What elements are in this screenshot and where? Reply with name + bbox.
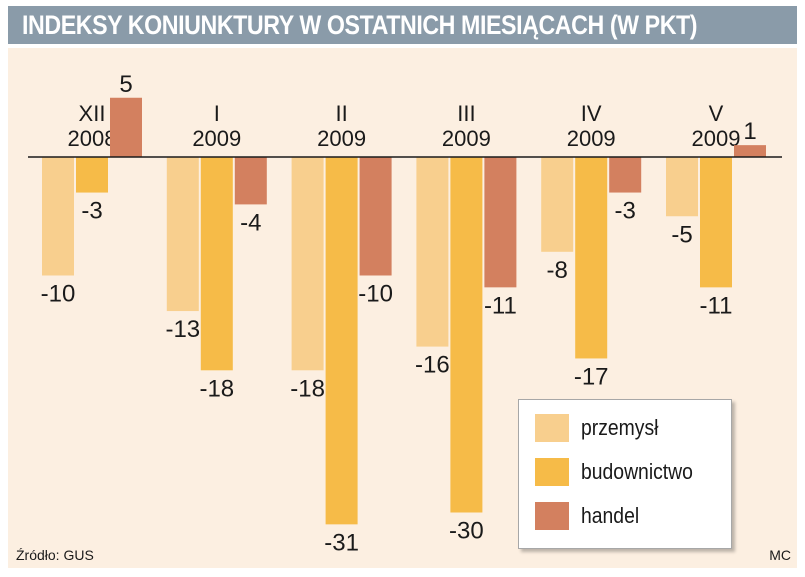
data-label-budownictwo-5: -11	[700, 292, 733, 319]
bar-przemysl-1	[166, 157, 199, 312]
tick-label-month-0: XII	[79, 101, 106, 126]
data-label-handel-0: 5	[119, 71, 132, 98]
data-label-przemysl-5: -5	[671, 221, 692, 248]
tick-label-year-4: 2009	[567, 126, 616, 151]
bar-przemysl-5	[666, 157, 698, 217]
bar-budownictwo-5	[700, 157, 732, 288]
chart-title: INDEKSY KONIUNKTURY W OSTATNICH MIESIĄCA…	[22, 10, 698, 40]
data-label-budownictwo-0: -3	[81, 198, 102, 225]
source-note: Źródło: GUS	[16, 547, 94, 563]
tick-label-month-1: I	[214, 101, 220, 126]
bar-handel-0	[110, 97, 142, 157]
author-credit: MC	[769, 547, 791, 563]
data-label-przemysl-0: -10	[41, 281, 76, 308]
bar-przemysl-4	[541, 157, 574, 252]
legend-label-budownictwo: budownictwo	[581, 459, 693, 484]
title-bar: INDEKSY KONIUNKTURY W OSTATNICH MIESIĄCA…	[8, 6, 797, 44]
legend-swatch-przemysl	[535, 414, 569, 442]
data-label-handel-2: -10	[358, 281, 393, 308]
bar-handel-3	[484, 157, 517, 288]
legend-item-budownictwo: budownictwo	[535, 457, 708, 487]
legend-swatch-handel	[535, 502, 569, 530]
bar-budownictwo-0	[76, 157, 108, 193]
data-label-handel-1: -4	[240, 209, 261, 236]
bar-budownictwo-4	[575, 157, 608, 359]
data-label-budownictwo-1: -18	[199, 375, 234, 402]
data-label-handel-4: -3	[615, 198, 636, 225]
tick-label-year-5: 2009	[692, 126, 741, 151]
data-label-przemysl-3: -16	[415, 352, 450, 379]
bar-handel-5	[734, 145, 766, 157]
tick-label-month-5: V	[709, 101, 724, 126]
tick-label-year-2: 2009	[317, 126, 366, 151]
tick-label-year-0: 2008	[68, 126, 117, 151]
data-label-budownictwo-2: -31	[324, 529, 359, 556]
tick-label-year-3: 2009	[442, 126, 491, 151]
legend-label-handel: handel	[581, 503, 640, 528]
bar-budownictwo-2	[325, 157, 358, 525]
data-label-przemysl-2: -18	[290, 375, 325, 402]
bar-budownictwo-3	[450, 157, 483, 513]
data-label-budownictwo-3: -30	[449, 518, 484, 545]
legend-label-przemysl: przemysł	[581, 415, 659, 440]
legend: przemysł budownictwo handel	[518, 399, 732, 549]
bar-handel-4	[609, 157, 642, 193]
data-label-przemysl-4: -8	[547, 257, 568, 284]
data-label-przemysl-1: -13	[165, 316, 200, 343]
data-label-budownictwo-4: -17	[574, 363, 609, 390]
legend-item-handel: handel	[535, 501, 647, 531]
tick-label-year-1: 2009	[192, 126, 241, 151]
tick-label-month-2: II	[335, 101, 347, 126]
bar-przemysl-3	[416, 157, 449, 347]
bar-przemysl-0	[42, 157, 74, 276]
bar-handel-1	[234, 157, 267, 205]
bar-handel-2	[359, 157, 392, 276]
bar-budownictwo-1	[200, 157, 233, 371]
legend-item-przemysl: przemysł	[535, 413, 669, 443]
data-label-handel-5: 1	[743, 118, 756, 145]
tick-label-month-3: III	[457, 101, 475, 126]
data-label-handel-3: -11	[484, 292, 517, 319]
bar-przemysl-2	[291, 157, 324, 371]
legend-swatch-budownictwo	[535, 458, 569, 486]
tick-label-month-4: IV	[581, 101, 602, 126]
